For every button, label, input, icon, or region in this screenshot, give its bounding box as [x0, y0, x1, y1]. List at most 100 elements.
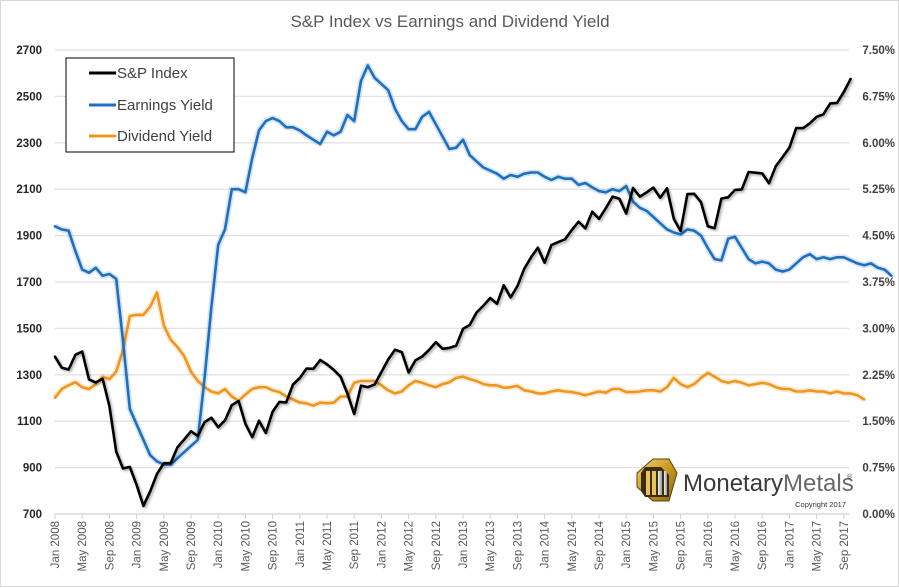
- logo-word-metals: Metals: [783, 470, 854, 497]
- dividend-yield-point: [571, 391, 573, 393]
- s-p-index-point: [278, 401, 280, 403]
- dividend-yield-point: [448, 381, 450, 383]
- dividend-yield-point: [441, 383, 443, 385]
- earnings-yield-point: [380, 83, 382, 85]
- s-p-index-point: [639, 195, 641, 197]
- s-p-index-point: [373, 383, 375, 385]
- logo-word-monetary: Monetary: [683, 470, 783, 497]
- dividend-yield-point: [795, 390, 797, 392]
- earnings-yield-point: [781, 270, 783, 272]
- s-p-index-point: [367, 386, 369, 388]
- legend-label-dividend-yield: Dividend Yield: [117, 128, 212, 145]
- earnings-yield-point: [557, 176, 559, 178]
- s-p-index-point: [822, 113, 824, 115]
- s-p-index-point: [516, 285, 518, 287]
- x-tick-label: Jan 2011: [295, 521, 307, 567]
- s-p-index-point: [353, 413, 355, 415]
- dividend-yield-point: [367, 380, 369, 382]
- s-p-index-point: [129, 466, 131, 468]
- dividend-yield-point: [503, 387, 505, 389]
- dividend-yield-point: [61, 388, 63, 390]
- earnings-yield-point: [475, 160, 477, 162]
- earnings-yield-point: [761, 260, 763, 262]
- dividend-yield-point: [462, 376, 464, 378]
- dividend-yield-point: [591, 392, 593, 394]
- earnings-yield-point: [639, 207, 641, 209]
- s-p-index-point: [802, 127, 804, 129]
- dividend-yield-point: [339, 395, 341, 397]
- y-right-tick-label: 1.50%: [862, 416, 895, 428]
- s-p-index-point: [815, 116, 817, 118]
- dividend-yield-point: [543, 392, 545, 394]
- dividend-yield-point: [836, 390, 838, 392]
- s-p-index-point: [312, 368, 314, 370]
- dividend-yield-point: [537, 392, 539, 394]
- earnings-yield-point: [421, 116, 423, 118]
- y-right-tick-label: 7.50%: [862, 45, 895, 57]
- dividend-yield-point: [577, 392, 579, 394]
- y-right-tick-label: 6.00%: [862, 138, 895, 150]
- s-p-index-point: [713, 227, 715, 229]
- dividend-yield-point: [455, 377, 457, 379]
- dividend-yield-point: [496, 384, 498, 386]
- s-p-index-point: [81, 350, 83, 352]
- s-p-index-point: [625, 212, 627, 214]
- earnings-yield-point: [251, 157, 253, 159]
- x-tick-label: May 2010: [240, 521, 252, 572]
- earnings-yield-point: [747, 258, 749, 260]
- y-left-tick-label: 1900: [16, 231, 42, 243]
- earnings-yield-point: [775, 268, 777, 270]
- s-p-index-point: [285, 401, 287, 403]
- earnings-yield-point: [727, 238, 729, 240]
- s-p-index-point: [618, 198, 620, 200]
- dividend-yield-point: [326, 402, 328, 404]
- s-p-index-point: [469, 324, 471, 326]
- s-p-index-point: [414, 359, 416, 361]
- dividend-yield-point: [190, 371, 192, 373]
- x-tick-label: Sep 2016: [757, 521, 769, 570]
- earnings-yield-point: [632, 200, 634, 202]
- s-p-index-point: [455, 344, 457, 346]
- earnings-yield-point: [129, 408, 131, 410]
- earnings-yield-point: [237, 188, 239, 190]
- x-axis: Jan 2008 May 2008 Sep 2008 Jan 2009 May 2009…: [50, 513, 851, 572]
- s-p-index-point: [305, 367, 307, 369]
- dividend-yield-point: [353, 382, 355, 384]
- y-right-tick-label: 0.00%: [862, 509, 895, 521]
- dividend-yield-point: [802, 390, 804, 392]
- s-p-index-point: [115, 450, 117, 452]
- earnings-yield-point: [870, 262, 872, 264]
- dividend-yield-point: [788, 388, 790, 390]
- s-p-index-point: [210, 417, 212, 419]
- earnings-yield-point: [265, 120, 267, 122]
- earnings-yield-point: [414, 128, 416, 130]
- earnings-yield-point: [754, 262, 756, 264]
- dividend-yield-point: [523, 389, 525, 391]
- dividend-yield-point: [639, 390, 641, 392]
- y-left-tick-label: 900: [23, 463, 42, 475]
- s-p-index-point: [462, 328, 464, 330]
- s-p-index-point: [652, 186, 654, 188]
- s-p-index-point: [537, 247, 539, 249]
- s-p-index-point: [571, 229, 573, 231]
- dividend-yield-point: [115, 371, 117, 373]
- earnings-yield-point: [509, 174, 511, 176]
- dividend-yield-point: [809, 389, 811, 391]
- s-p-index-point: [387, 358, 389, 360]
- earnings-yield-point: [496, 173, 498, 175]
- s-p-index-point: [496, 303, 498, 305]
- earnings-yield-point: [95, 267, 97, 269]
- earnings-yield-point: [863, 264, 865, 266]
- logo-mark-icon: [636, 458, 678, 502]
- s-p-index-point: [203, 421, 205, 423]
- earnings-yield-point: [489, 169, 491, 171]
- dividend-yield-point: [475, 380, 477, 382]
- dividend-yield-point: [645, 389, 647, 391]
- dividend-yield-point: [775, 386, 777, 388]
- dividend-yield-point: [156, 291, 158, 293]
- dividend-yield-point: [149, 306, 151, 308]
- dividend-yield-point: [210, 390, 212, 392]
- s-p-index-point: [475, 311, 477, 313]
- dividend-yield-point: [863, 398, 865, 400]
